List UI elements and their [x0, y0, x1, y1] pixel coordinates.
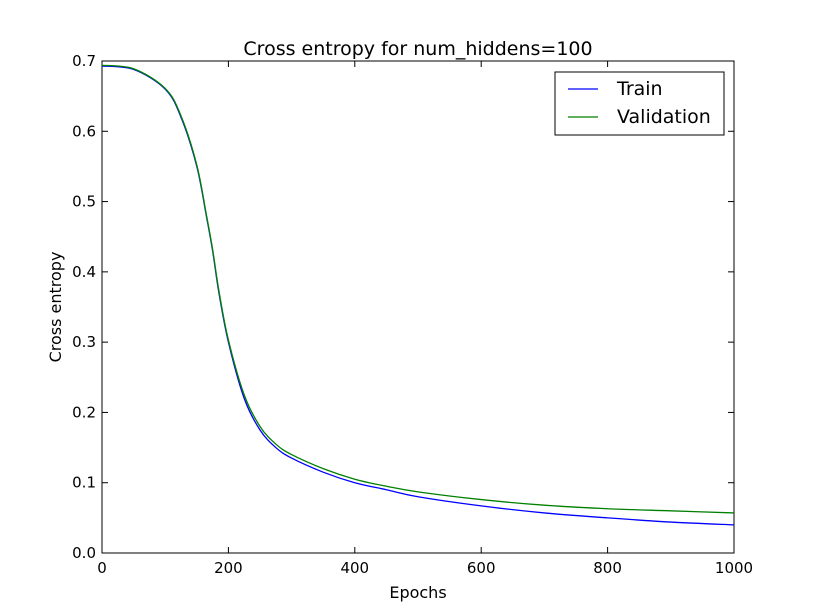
x-axis-label: Epochs	[389, 583, 446, 602]
y-tick-label: 0.5	[72, 193, 96, 211]
x-tick-label: 800	[593, 559, 622, 577]
y-tick-label: 0.2	[72, 403, 96, 421]
y-tick-label: 0.1	[72, 474, 96, 492]
x-axis: 0 200 400 600 800 1000	[97, 61, 753, 577]
y-tick-label: 0.3	[72, 333, 96, 351]
y-tick-label: 0.7	[72, 52, 96, 70]
y-tick-label: 0.4	[72, 263, 96, 281]
legend: Train Validation	[554, 71, 725, 136]
y-axis-label: Cross entropy	[46, 252, 65, 363]
legend-label-train: Train	[616, 78, 663, 100]
series-line-validation	[101, 64, 735, 514]
x-tick-label: 200	[214, 559, 243, 577]
x-tick-label: 1000	[715, 559, 753, 577]
legend-label-validation: Validation	[617, 106, 711, 128]
x-tick-label: 600	[467, 559, 496, 577]
x-tick-label: 0	[97, 559, 107, 577]
y-tick-label: 0.6	[72, 122, 96, 140]
chart-title: Cross entropy for num_hiddens=100	[243, 38, 592, 60]
x-tick-label: 400	[340, 559, 369, 577]
series-layer	[101, 64, 735, 526]
plot-area	[101, 60, 735, 554]
y-axis: 0.0 0.1 0.2 0.3 0.4 0.5 0.6 0.7	[72, 52, 734, 562]
legend-box	[554, 71, 725, 136]
y-tick-label: 0.0	[72, 544, 96, 562]
